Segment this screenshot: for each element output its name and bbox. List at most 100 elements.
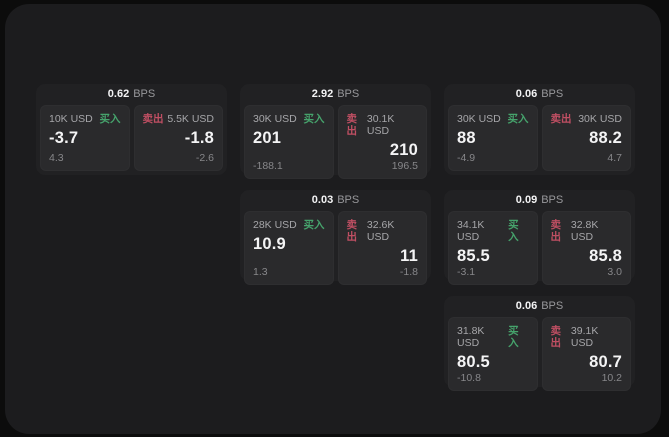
buy-side-label: 买入 <box>507 113 529 125</box>
quote-card: 0.62 BPS 10K USD 买入 -3.7 4.3 卖出 5.5K USD <box>36 84 227 175</box>
buy-change: -10.8 <box>457 372 481 384</box>
buy-panel[interactable]: 28K USD 买入 10.9 1.3 <box>244 211 334 285</box>
bps-unit-label: BPS <box>337 88 360 100</box>
bps-unit-label: BPS <box>541 300 564 312</box>
buy-change: -188.1 <box>253 160 283 172</box>
panels: 10K USD 买入 -3.7 4.3 卖出 5.5K USD -1.8 -2.… <box>40 105 223 171</box>
buy-panel-top: 34.1K USD 买入 <box>457 219 529 243</box>
sell-notional: 39.1K USD <box>570 325 599 349</box>
card-header: 0.03 BPS <box>244 190 427 211</box>
buy-notional: 30K USD <box>253 113 297 125</box>
sell-change: -1.8 <box>399 266 418 278</box>
panels: 28K USD 买入 10.9 1.3 卖出 32.6K USD 11 -1.8 <box>244 211 427 285</box>
sell-panel[interactable]: 卖出 30K USD 88.2 4.7 <box>541 105 631 171</box>
buy-price: 85.5 <box>457 247 490 265</box>
buy-side-label: 买入 <box>508 325 519 349</box>
bps-unit-label: BPS <box>541 88 564 100</box>
sell-panel[interactable]: 卖出 32.6K USD 11 -1.8 <box>337 211 427 285</box>
sell-price: 11 <box>400 247 418 265</box>
buy-change: -3.1 <box>457 266 476 278</box>
buy-price: 201 <box>253 129 282 147</box>
sell-change: 4.7 <box>607 152 622 164</box>
buy-notional: 28K USD <box>253 219 297 231</box>
quote-grid: 0.62 BPS 10K USD 买入 -3.7 4.3 卖出 5.5K USD <box>36 84 635 391</box>
buy-side-label: 买入 <box>508 219 519 243</box>
buy-panel[interactable]: 30K USD 买入 201 -188.1 <box>244 105 334 179</box>
buy-notional: 34.1K USD <box>457 219 485 243</box>
card-header: 2.92 BPS <box>244 84 427 105</box>
buy-panel-top: 31.8K USD 买入 <box>457 325 529 349</box>
sell-side-label: 卖出 <box>550 113 572 125</box>
sell-side-label: 卖出 <box>550 219 562 243</box>
quote-card: 0.09 BPS 34.1K USD 买入 85.5 -3.1 卖出 32.8K… <box>444 190 635 285</box>
buy-notional: 10K USD <box>49 113 93 125</box>
sell-notional: 30K USD <box>578 113 622 125</box>
quote-card: 0.06 BPS 31.8K USD 买入 80.5 -10.8 卖出 39.1… <box>444 296 635 391</box>
sell-panel-top: 卖出 32.6K USD <box>347 219 419 243</box>
card-header: 0.09 BPS <box>448 190 631 211</box>
bps-value: 2.92 <box>311 88 334 100</box>
card-header: 0.06 BPS <box>448 84 631 105</box>
sell-side-label: 卖出 <box>550 325 562 349</box>
sell-price: -1.8 <box>184 129 214 147</box>
buy-change: 1.3 <box>253 266 268 278</box>
sell-panel[interactable]: 卖出 30.1K USD 210 196.5 <box>337 105 427 179</box>
buy-side-label: 买入 <box>303 219 325 231</box>
buy-panel-top: 30K USD 买入 <box>457 113 529 125</box>
sell-price: 80.7 <box>589 353 622 371</box>
buy-panel[interactable]: 10K USD 买入 -3.7 4.3 <box>40 105 130 171</box>
sell-panel-top: 卖出 30K USD <box>551 113 623 125</box>
bps-value: 0.62 <box>107 88 130 100</box>
card-header: 0.62 BPS <box>40 84 223 105</box>
sell-panel[interactable]: 卖出 5.5K USD -1.8 -2.6 <box>133 105 223 171</box>
buy-side-label: 买入 <box>99 113 121 125</box>
buy-notional: 31.8K USD <box>457 325 485 349</box>
sell-price: 88.2 <box>589 129 622 147</box>
bps-unit-label: BPS <box>541 194 564 206</box>
buy-change: 4.3 <box>49 152 64 164</box>
buy-panel-top: 10K USD 买入 <box>49 113 121 125</box>
sell-side-label: 卖出 <box>142 113 164 125</box>
buy-price: 80.5 <box>457 353 490 371</box>
sell-panel-top: 卖出 5.5K USD <box>143 113 215 125</box>
panels: 34.1K USD 买入 85.5 -3.1 卖出 32.8K USD 85.8… <box>448 211 631 285</box>
sell-change: 10.2 <box>601 372 622 384</box>
buy-panel[interactable]: 30K USD 买入 88 -4.9 <box>448 105 538 171</box>
sell-change: 3.0 <box>607 266 622 278</box>
sell-panel-top: 卖出 32.8K USD <box>551 219 623 243</box>
buy-change: -4.9 <box>457 152 476 164</box>
bps-unit-label: BPS <box>337 194 360 206</box>
quote-card: 0.03 BPS 28K USD 买入 10.9 1.3 卖出 32.6K US… <box>240 190 431 285</box>
buy-notional: 30K USD <box>457 113 501 125</box>
quote-card: 0.06 BPS 30K USD 买入 88 -4.9 卖出 30K USD <box>444 84 635 175</box>
sell-panel-top: 卖出 30.1K USD <box>347 113 419 137</box>
buy-panel[interactable]: 34.1K USD 买入 85.5 -3.1 <box>448 211 538 285</box>
bps-value: 0.03 <box>311 194 334 206</box>
buy-panel[interactable]: 31.8K USD 买入 80.5 -10.8 <box>448 317 538 391</box>
bps-value: 0.06 <box>515 88 538 100</box>
sell-notional: 32.6K USD <box>366 219 395 243</box>
sell-panel[interactable]: 卖出 39.1K USD 80.7 10.2 <box>541 317 631 391</box>
buy-price: 10.9 <box>253 235 286 253</box>
buy-price: -3.7 <box>49 129 79 147</box>
bps-value: 0.06 <box>515 300 538 312</box>
sell-notional: 30.1K USD <box>366 113 395 137</box>
bps-value: 0.09 <box>515 194 538 206</box>
card-header: 0.06 BPS <box>448 296 631 317</box>
sell-notional: 5.5K USD <box>167 113 214 125</box>
buy-price: 88 <box>457 129 476 147</box>
sell-side-label: 卖出 <box>346 113 358 137</box>
panels: 30K USD 买入 201 -188.1 卖出 30.1K USD 210 1… <box>244 105 427 179</box>
buy-panel-top: 30K USD 买入 <box>253 113 325 125</box>
bps-unit-label: BPS <box>133 88 156 100</box>
sell-panel-top: 卖出 39.1K USD <box>551 325 623 349</box>
sell-change: 196.5 <box>391 160 418 172</box>
app-window: 0.62 BPS 10K USD 买入 -3.7 4.3 卖出 5.5K USD <box>5 4 661 434</box>
panels: 31.8K USD 买入 80.5 -10.8 卖出 39.1K USD 80.… <box>448 317 631 391</box>
sell-panel[interactable]: 卖出 32.8K USD 85.8 3.0 <box>541 211 631 285</box>
buy-panel-top: 28K USD 买入 <box>253 219 325 231</box>
sell-change: -2.6 <box>195 152 214 164</box>
sell-price: 210 <box>389 141 418 159</box>
sell-side-label: 卖出 <box>346 219 358 243</box>
quote-card: 2.92 BPS 30K USD 买入 201 -188.1 卖出 30.1K … <box>240 84 431 179</box>
